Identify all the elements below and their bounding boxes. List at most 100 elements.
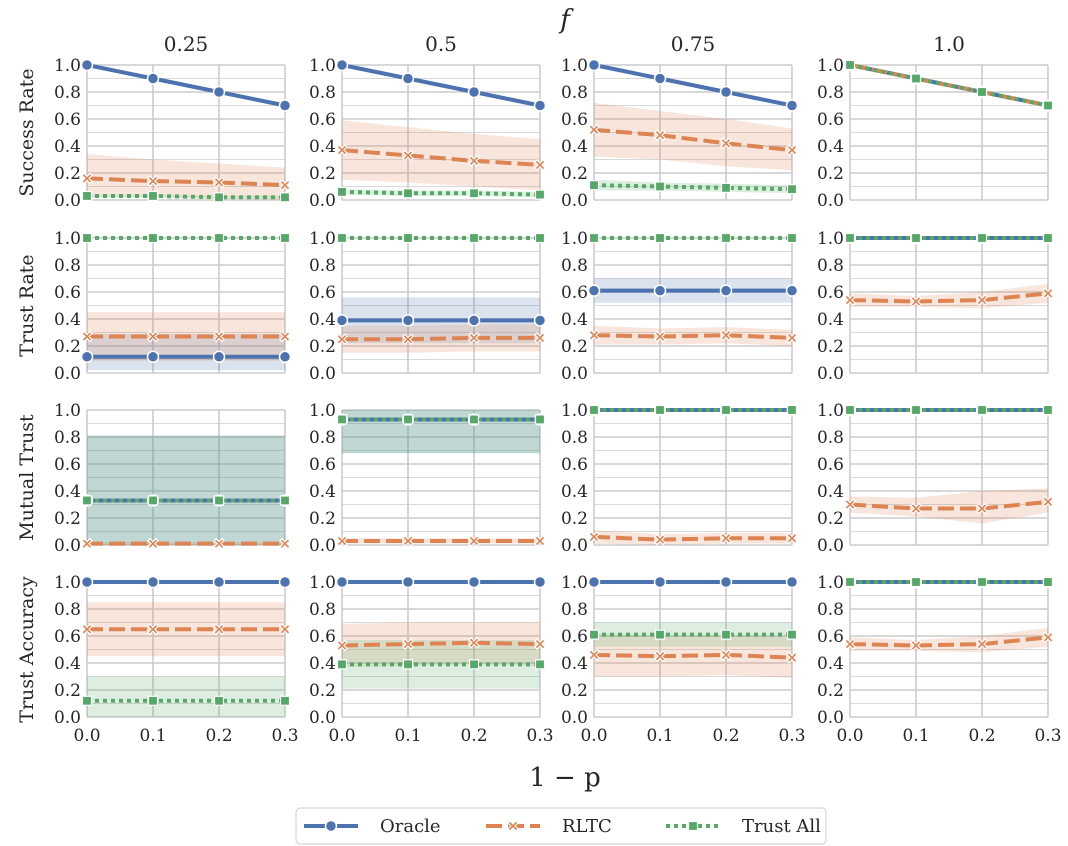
point-oracle <box>278 99 292 112</box>
point-oracle <box>467 85 481 99</box>
series-line-trust-all <box>849 63 1049 108</box>
y-tick-label: 0.4 <box>309 482 336 502</box>
point-trust-all <box>468 414 480 425</box>
y-tick-label: 1.0 <box>54 573 81 593</box>
row-labels: Success Rate Trust Rate Mutual Trust Trust … <box>16 68 38 722</box>
panel-r1-c1: 0.0 0.2 0.4 0.6 0.8 1.0 <box>309 229 547 384</box>
point-oracle <box>533 575 547 589</box>
point-trust-all <box>720 232 732 244</box>
y-tick-label: 0.6 <box>561 283 588 303</box>
y-tick-label: 1.0 <box>817 229 844 249</box>
point-rltc <box>534 159 546 171</box>
y-tick-label: 0.6 <box>309 110 336 130</box>
point-rltc <box>976 294 988 306</box>
point-oracle <box>146 72 160 85</box>
x-tick-label: 0.0 <box>580 726 607 746</box>
x-tick-label: 0.3 <box>778 726 805 746</box>
series-line-rltc <box>849 635 1049 648</box>
series-line-oracle <box>86 63 286 108</box>
y-tick-label: 0.8 <box>561 600 588 620</box>
y-tick-label: 1.0 <box>817 573 844 593</box>
y-tick-label: 0.2 <box>309 681 336 701</box>
series-line-rltc <box>593 333 793 340</box>
row-label: Success Rate <box>16 68 38 196</box>
point-trust-all <box>279 192 291 203</box>
point-trust-all <box>654 404 666 416</box>
y-tick-label: 0.4 <box>817 482 844 502</box>
series-line-rltc <box>849 291 1049 304</box>
point-trust-all <box>336 659 348 670</box>
panel-r3-c2: 0.0 0.2 0.4 0.6 0.8 1.0 0.0 0.1 0.2 0.3 <box>561 573 806 746</box>
row-label: Mutual Trust <box>16 414 38 541</box>
series-line-oracle <box>341 63 541 108</box>
y-tick-label: 0.2 <box>817 164 844 184</box>
series-line-rltc <box>593 534 792 542</box>
point-rltc <box>654 330 666 343</box>
y-tick-label: 0.2 <box>817 681 844 701</box>
series-line-rltc <box>341 640 541 648</box>
panel-r0-c3: 0.0 0.2 0.4 0.6 0.8 1.0 1.0 <box>817 32 1055 211</box>
point-trust-all <box>81 190 93 202</box>
panel-r3-c3: 0.0 0.2 0.4 0.6 0.8 1.0 0.0 0.1 0.2 0.3 <box>817 573 1062 746</box>
y-tick-label: 0.0 <box>309 536 336 556</box>
point-trust-all <box>910 73 922 84</box>
y-tick-label: 1.0 <box>817 56 844 76</box>
point-rltc <box>213 623 225 636</box>
point-rltc <box>147 537 159 550</box>
y-tick-label: 0.8 <box>309 256 336 276</box>
y-tick-label: 1.0 <box>309 401 336 421</box>
x-tick-label: 0.1 <box>139 726 166 746</box>
point-trust-all <box>588 232 600 244</box>
point-oracle <box>335 58 349 72</box>
y-tick-label: 0.2 <box>309 337 336 357</box>
band-rltc <box>850 488 1048 524</box>
legend-label-trust-all: Trust All <box>742 816 821 837</box>
point-trust-all <box>588 629 600 640</box>
panel-grid: 0.0 0.2 0.4 0.6 0.8 1.0 0.25 0.0 0.2 0.4 0.6 0.8 1.0… <box>54 32 1062 746</box>
series-line-rltc <box>341 148 541 167</box>
x-tick-label: 0.2 <box>460 726 487 746</box>
y-tick-label: 0.2 <box>561 681 588 701</box>
point-rltc <box>786 144 798 156</box>
x-tick-label: 0.1 <box>646 726 673 746</box>
point-trust-all <box>279 232 291 244</box>
y-tick-label: 0.0 <box>54 364 81 384</box>
point-oracle <box>80 575 94 589</box>
y-tick-label: 0.6 <box>309 283 336 303</box>
panel-r0-c2: 0.0 0.2 0.4 0.6 0.8 1.0 0.75 <box>561 32 799 211</box>
point-rltc <box>786 651 798 664</box>
point-trust-all <box>81 495 93 506</box>
point-oracle <box>401 314 415 327</box>
point-trust-all <box>468 659 480 670</box>
y-tick-label: 0.2 <box>54 337 81 357</box>
legend-entry-rltc: RLTC <box>486 816 612 837</box>
point-rltc <box>336 535 348 547</box>
point-trust-all <box>976 86 988 98</box>
point-trust-all <box>147 190 159 202</box>
y-tick-label: 1.0 <box>561 401 588 421</box>
y-tick-label: 0.0 <box>817 364 844 384</box>
panel-r0-c0: 0.0 0.2 0.4 0.6 0.8 1.0 0.25 <box>54 32 292 211</box>
y-tick-label: 0.8 <box>309 600 336 620</box>
y-tick-label: 1.0 <box>54 401 81 421</box>
point-trust-all <box>844 404 856 416</box>
y-tick-label: 0.8 <box>309 83 336 103</box>
band-trust-all <box>87 435 285 545</box>
y-tick-label: 0.6 <box>309 627 336 647</box>
point-trust-all <box>786 232 798 244</box>
legend: Oracle RLTC Trust All <box>295 807 827 845</box>
y-tick-label: 0.4 <box>561 137 588 157</box>
point-trust-all <box>654 181 666 192</box>
point-rltc <box>910 295 922 308</box>
y-tick-label: 0.4 <box>561 310 588 330</box>
point-oracle <box>653 575 667 589</box>
panel-r2-c1: 0.0 0.2 0.4 0.6 0.8 1.0 <box>309 401 547 556</box>
y-tick-label: 0.4 <box>309 654 336 674</box>
point-oracle <box>212 85 226 99</box>
point-rltc <box>279 330 291 343</box>
point-rltc <box>468 155 480 167</box>
point-oracle <box>719 575 733 589</box>
y-tick-label: 0.8 <box>817 256 844 276</box>
y-tick-label: 0.4 <box>309 137 336 157</box>
y-tick-label: 0.0 <box>817 708 844 728</box>
